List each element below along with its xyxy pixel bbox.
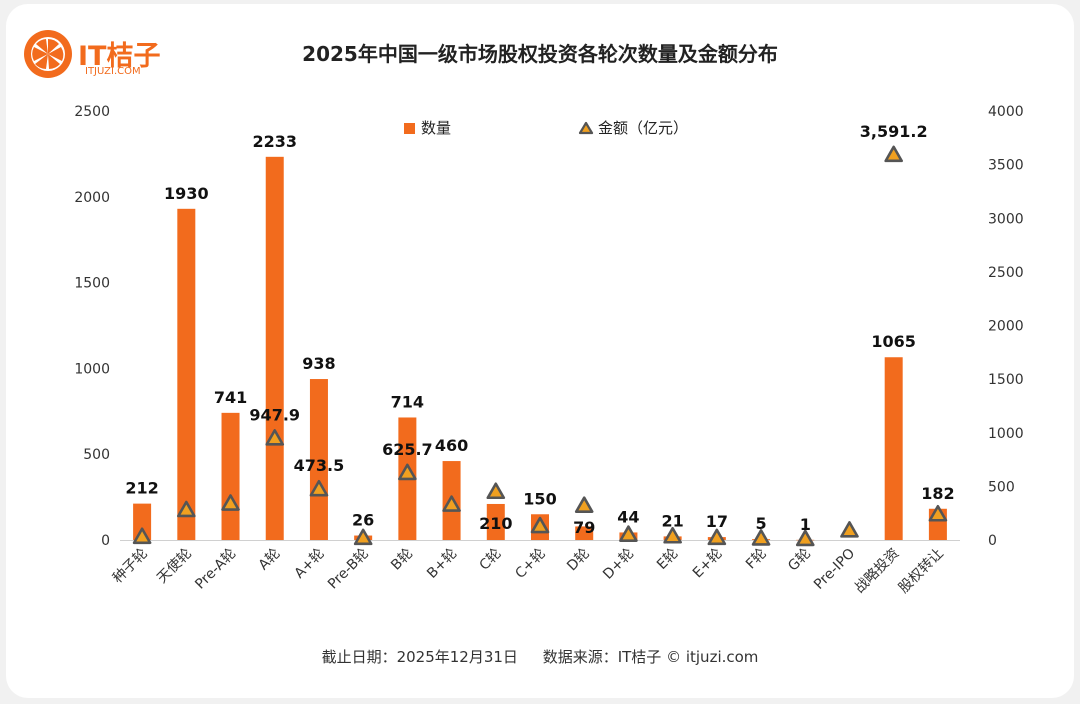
bar-10 [575,526,594,540]
y-left-tick-label: 0 [101,533,110,549]
amount-marker-10 [574,496,594,513]
y-right-tick-label: 1000 [988,426,1024,442]
y-left-tick-label: 2500 [74,104,110,120]
x-category-label: D轮 [564,546,593,575]
amount-marker-12 [663,526,682,544]
y-right-tick-label: 3000 [988,211,1024,227]
bar-value-label: 5 [755,514,766,533]
bar-value-label: 1 [800,515,811,534]
amount-marker-8 [486,482,506,500]
bar-1 [177,208,196,540]
bar-8 [486,503,505,540]
bar-value-label: 460 [435,436,468,455]
bar-value-label: 714 [391,392,424,411]
bar-value-label: 741 [214,388,247,407]
amount-marker-3 [265,429,285,446]
amount-marker-16 [840,521,859,538]
chart-title: 2025年中国一级市场股权投资各轮次数量及金额分布 [302,42,778,66]
bar-value-label: 210 [479,514,512,533]
x-category-label: E轮 [654,546,681,573]
y-right-tick-label: 1500 [988,372,1024,388]
legend-item-amount: 金额（亿元） [578,117,688,138]
footer: 截止日期：2025年12月31日 数据来源：IT桔子 © itjuzi.com [0,646,1080,667]
amount-marker-4 [309,479,329,497]
brand-name: IT桔子 [78,41,161,72]
amount-marker-14 [751,529,771,546]
x-category-label: Pre-B轮 [325,546,372,593]
bar-value-label: 1065 [871,332,916,351]
bar-value-label: 26 [352,511,374,530]
bar-value-label: 1930 [164,184,209,203]
amount-value-label: 947.9 [249,405,300,424]
x-category-label: A+轮 [291,546,327,582]
amount-marker-6 [398,463,417,481]
bar-0 [133,503,152,540]
amount-marker-17 [884,145,903,163]
footer-source: 数据来源：IT桔子 © itjuzi.com [542,648,759,666]
legend-label-amount: 金额（亿元） [598,119,689,137]
x-category-label: C轮 [476,546,504,574]
x-category-label: F轮 [743,546,770,573]
amount-marker-9 [530,516,550,534]
x-category-label: 股权转让 [896,546,947,597]
x-category-label: Pre-A轮 [192,546,239,593]
x-category-label: G轮 [785,546,814,575]
legend-item-count: 数量 [404,117,451,138]
legend-triangle-icon [578,121,594,135]
bar-value-label: 2233 [252,132,297,151]
x-category-label: D+轮 [600,546,637,583]
amount-marker-1 [177,500,196,518]
y-right-tick-label: 500 [988,479,1015,495]
brand-site: ITJUZI.COM [85,66,141,77]
amount-value-label: 625.7 [382,440,433,459]
amount-marker-13 [707,528,727,546]
x-category-label: 天使轮 [153,545,195,587]
bar-value-label: 21 [661,511,683,530]
bar-value-label: 182 [921,484,954,503]
x-category-label: 种子轮 [110,546,151,587]
x-category-label: 战略投资 [852,546,903,597]
amount-value-label: 473.5 [294,456,345,475]
bar-value-label: 938 [302,354,335,373]
bar-value-label: 212 [125,479,158,498]
legend-bar-swatch [404,123,415,134]
amount-value-label: 3,591.2 [860,122,928,141]
amount-marker-5 [353,528,373,546]
amount-marker-18 [928,504,948,522]
y-left-tick-label: 500 [83,447,110,463]
amount-marker-7 [442,495,461,512]
bar-2 [221,412,240,540]
legend-label-count: 数量 [421,119,452,137]
x-category-label: B+轮 [424,546,460,582]
y-left-tick-label: 1000 [74,361,110,377]
amount-marker-0 [132,527,152,545]
bar-value-label: 150 [523,489,556,508]
y-right-tick-label: 0 [988,533,997,549]
x-category-label: B轮 [388,546,416,574]
y-left-tick-label: 1500 [74,276,110,292]
bar-3 [265,156,284,540]
bar-value-label: 79 [573,518,595,537]
y-right-tick-label: 3500 [988,158,1024,174]
footer-date: 截止日期：2025年12月31日 [321,648,518,666]
amount-marker-11 [619,525,638,542]
bar-4 [309,379,328,540]
x-category-label: C+轮 [512,546,548,582]
orange-logo-icon [24,30,72,78]
bar-17 [884,357,903,540]
amount-marker-15 [795,529,815,547]
bar-value-label: 44 [617,507,639,526]
y-right-tick-label: 2000 [988,319,1024,335]
y-left-tick-label: 2000 [74,190,110,206]
x-category-label: E+轮 [690,546,726,582]
y-right-tick-label: 4000 [988,104,1024,120]
amount-marker-2 [221,494,240,511]
y-right-tick-label: 2500 [988,265,1024,281]
x-category-label: A轮 [256,546,284,574]
bar-value-label: 17 [706,512,728,531]
